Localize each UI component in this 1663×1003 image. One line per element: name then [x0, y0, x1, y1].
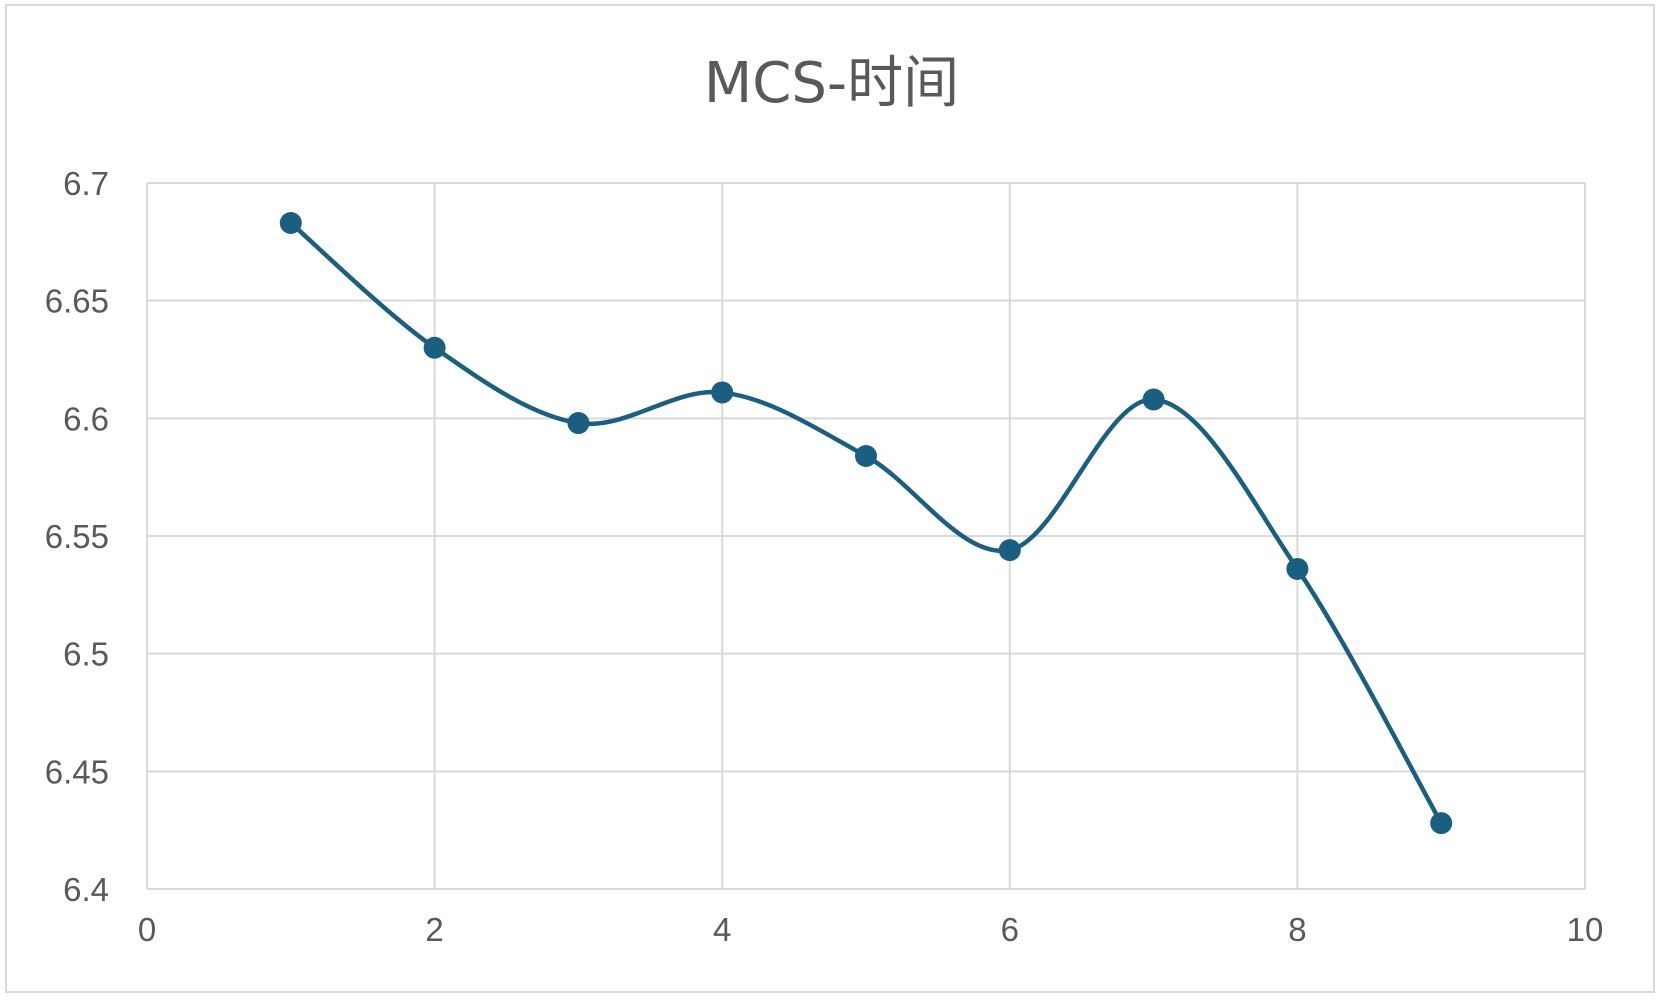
data-point — [279, 212, 302, 235]
x-tick-label: 6 — [1001, 911, 1019, 948]
x-tick-label: 10 — [1567, 911, 1604, 948]
y-tick-label: 6.4 — [63, 871, 109, 908]
x-axis-ticks: 0 2 4 6 8 10 — [138, 911, 1604, 948]
y-tick-label: 6.6 — [63, 400, 109, 437]
data-point — [567, 412, 590, 435]
y-tick-label: 6.7 — [63, 165, 109, 202]
chart-title: MCS-时间 — [703, 51, 960, 116]
chart-frame — [5, 4, 1655, 993]
grid-layer — [146, 182, 1586, 890]
data-point — [855, 444, 877, 467]
data-point — [1430, 812, 1453, 835]
data-point — [711, 381, 734, 404]
y-tick-label: 6.45 — [45, 753, 109, 790]
y-tick-label: 6.5 — [63, 636, 109, 673]
x-tick-label: 8 — [1288, 911, 1306, 948]
data-point — [1142, 388, 1165, 411]
y-tick-label: 6.55 — [45, 518, 109, 555]
data-point — [423, 336, 446, 359]
y-axis-ticks: 6.4 6.45 6.5 6.55 6.6 6.65 6.7 — [45, 165, 109, 908]
series-layer — [279, 212, 1453, 835]
series-line — [288, 220, 1444, 826]
x-tick-label: 2 — [425, 911, 443, 948]
x-tick-label: 4 — [713, 911, 731, 948]
data-point — [1286, 557, 1309, 580]
x-tick-label: 0 — [138, 911, 156, 948]
data-point — [998, 539, 1021, 562]
y-tick-label: 6.65 — [45, 283, 109, 320]
